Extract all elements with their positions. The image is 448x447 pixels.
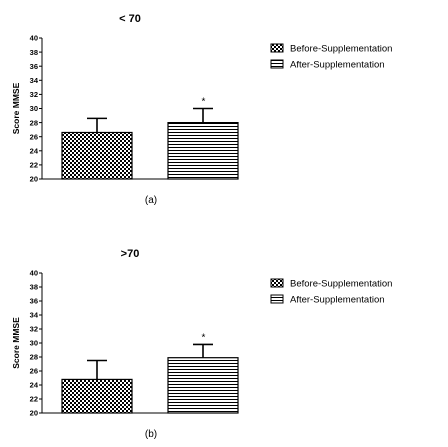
y-tick-label: 20	[30, 175, 38, 184]
legend-swatch	[270, 43, 284, 53]
chart-title: < 70	[119, 13, 141, 25]
y-tick-label: 24	[30, 381, 39, 390]
legend-label: Before-Supplementation	[290, 279, 392, 290]
bar-before	[61, 378, 133, 414]
y-tick-label: 26	[30, 367, 38, 376]
panel-label: (a)	[145, 195, 157, 206]
significance-marker: *	[202, 97, 206, 108]
y-tick-label: 28	[30, 118, 38, 127]
y-tick-label: 28	[30, 353, 38, 362]
significance-marker: *	[202, 332, 206, 343]
y-tick-label: 32	[30, 90, 38, 99]
y-tick-label: 34	[30, 76, 39, 85]
chart-panel-0: < 70 20 22 24 26 28 30 32 34 36 38 40 Score MMSE * Bef…	[11, 13, 392, 206]
legend-swatch	[270, 59, 284, 69]
chart-panel-1: >70 20 22 24 26 28 30 32 34 36 38 40 Score MMSE * Befo…	[11, 248, 392, 440]
y-tick-label: 36	[30, 62, 38, 71]
y-axis-label: Score MMSE	[11, 82, 21, 134]
y-tick-label: 36	[30, 297, 38, 306]
y-tick-label: 32	[30, 325, 38, 334]
y-axis-label: Score MMSE	[11, 317, 21, 369]
legend-label: After-Supplementation	[290, 295, 385, 306]
y-tick-label: 26	[30, 132, 38, 141]
chart-title: >70	[121, 248, 140, 260]
y-tick-label: 38	[30, 48, 38, 57]
legend-label: After-Supplementation	[290, 60, 385, 71]
legend-swatch	[270, 294, 284, 304]
y-tick-label: 22	[30, 161, 38, 170]
y-tick-label: 38	[30, 283, 38, 292]
bar-after	[167, 121, 239, 180]
legend-label: Before-Supplementation	[290, 44, 392, 55]
y-tick-label: 20	[30, 409, 38, 418]
y-tick-label: 34	[30, 311, 39, 320]
y-tick-label: 22	[30, 395, 38, 404]
panel-label: (b)	[145, 429, 157, 440]
y-tick-label: 40	[30, 34, 38, 43]
y-tick-label: 30	[30, 339, 38, 348]
bar-after	[167, 357, 239, 414]
y-tick-label: 30	[30, 104, 38, 113]
legend-swatch	[270, 278, 284, 288]
y-tick-label: 24	[30, 147, 39, 156]
y-tick-label: 40	[30, 269, 38, 278]
bar-before	[61, 131, 133, 180]
